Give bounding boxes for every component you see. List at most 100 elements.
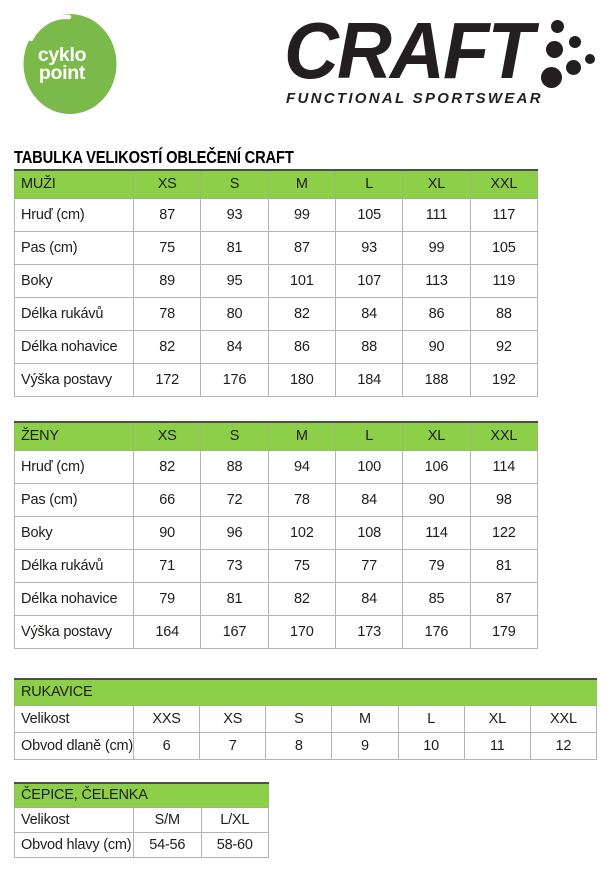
- size-table-men: MUŽI XS S M L XL XXL Hruď (cm) 87 93 99 105 111 117 Pa…: [14, 169, 539, 397]
- logo-highlight-swoosh-icon: [28, 14, 72, 42]
- value-cell: 90: [402, 482, 471, 517]
- value-cell: 180: [267, 362, 336, 397]
- value-cell: 93: [200, 197, 269, 232]
- craft-dot-icon: [569, 36, 581, 48]
- value-cell: 184: [334, 362, 404, 397]
- table-row: Hruď (cm) 87 93 99 105 111 117: [14, 197, 539, 232]
- value-cell: 164: [132, 614, 202, 649]
- row-label: Hruď (cm): [14, 197, 134, 232]
- table-row: Boky 89 95 101 107 113 119: [14, 263, 539, 298]
- table-row: Velikost S/M L/XL: [14, 806, 269, 833]
- value-cell: 82: [267, 296, 336, 331]
- table-row: Velikost XXS XS S M L XL XXL: [14, 704, 598, 733]
- value-cell: 88: [200, 449, 269, 484]
- value-cell: 84: [334, 482, 404, 517]
- value-cell: 86: [267, 329, 336, 364]
- value-cell: 167: [200, 614, 269, 649]
- row-label: Boky: [14, 263, 134, 298]
- value-cell: 119: [469, 263, 539, 298]
- value-cell: 77: [334, 548, 404, 583]
- value-cell: 86: [402, 296, 471, 331]
- craft-dot-icon: [565, 59, 581, 75]
- value-cell: 105: [334, 197, 404, 232]
- value-cell: 100: [334, 449, 404, 484]
- corner-label: MUŽI: [14, 169, 134, 199]
- size-header: XS: [132, 421, 202, 451]
- cyklopoint-logo-icon: cyklo point: [23, 14, 117, 114]
- value-cell: 122: [469, 515, 539, 550]
- row-label: Výška postavy: [14, 614, 134, 649]
- craft-dot-icon: [550, 19, 564, 33]
- table-row: Boky 90 96 102 108 114 122: [14, 515, 539, 550]
- value-cell: 92: [469, 329, 539, 364]
- value-cell: 176: [200, 362, 269, 397]
- value-cell: L/XL: [200, 806, 269, 833]
- row-label: Obvod hlavy (cm): [14, 831, 134, 858]
- value-cell: 84: [334, 296, 404, 331]
- value-cell: 81: [200, 581, 269, 616]
- size-table-women: ŽENY XS S M L XL XXL Hruď (cm) 82 88 94 100 106 114 Pa…: [14, 421, 539, 649]
- value-cell: 12: [529, 731, 598, 760]
- value-cell: 106: [402, 449, 471, 484]
- row-label: Délka rukávů: [14, 548, 134, 583]
- value-cell: 108: [334, 515, 404, 550]
- row-label: Výška postavy: [14, 362, 134, 397]
- value-cell: 82: [267, 581, 336, 616]
- size-header: M: [267, 421, 336, 451]
- value-cell: 113: [402, 263, 471, 298]
- value-cell: 88: [469, 296, 539, 331]
- size-header: L: [334, 421, 404, 451]
- value-cell: XXS: [132, 704, 201, 733]
- value-cell: 117: [469, 197, 539, 232]
- value-cell: 82: [132, 329, 202, 364]
- value-cell: 71: [132, 548, 202, 583]
- value-cell: 10: [397, 731, 465, 760]
- value-cell: 179: [469, 614, 539, 649]
- value-cell: 87: [132, 197, 202, 232]
- value-cell: 78: [267, 482, 336, 517]
- craft-dot-icon: [585, 54, 595, 64]
- row-label: Pas (cm): [14, 482, 134, 517]
- band-label: RUKAVICE: [14, 678, 597, 706]
- craft-wordmark: CRAFT: [284, 6, 534, 95]
- value-cell: 11: [463, 731, 531, 760]
- size-header: XL: [402, 421, 471, 451]
- logo-green-ellipse: [23, 14, 117, 114]
- corner-label: ŽENY: [14, 421, 134, 451]
- value-cell: 81: [200, 230, 269, 265]
- value-cell: S: [265, 704, 333, 733]
- value-cell: 99: [267, 197, 336, 232]
- value-cell: 107: [334, 263, 404, 298]
- craft-tagline: FUNCTIONAL SPORTSWEAR: [286, 90, 543, 107]
- band-row: ČEPICE, ČELENKA: [14, 782, 269, 808]
- size-header: XXL: [469, 169, 539, 199]
- size-header: M: [267, 169, 336, 199]
- table-row: Pas (cm) 75 81 87 93 99 105: [14, 230, 539, 265]
- value-cell: 87: [469, 581, 539, 616]
- band-label: ČEPICE, ČELENKA: [14, 782, 269, 808]
- value-cell: 7: [199, 731, 267, 760]
- value-cell: 78: [132, 296, 202, 331]
- value-cell: 114: [402, 515, 471, 550]
- size-header: S: [200, 421, 269, 451]
- value-cell: M: [331, 704, 399, 733]
- size-header: XS: [132, 169, 202, 199]
- value-cell: 94: [267, 449, 336, 484]
- value-cell: S/M: [133, 806, 202, 833]
- value-cell: 111: [402, 197, 471, 232]
- cyklopoint-logo: cyklo point: [23, 13, 117, 115]
- value-cell: 96: [200, 515, 269, 550]
- value-cell: 84: [334, 581, 404, 616]
- value-cell: 172: [132, 362, 202, 397]
- value-cell: 170: [267, 614, 336, 649]
- page-title: TABULKA VELIKOSTÍ OBLEČENÍ CRAFT: [14, 147, 294, 167]
- value-cell: 114: [469, 449, 539, 484]
- value-cell: 75: [132, 230, 202, 265]
- value-cell: 90: [402, 329, 471, 364]
- value-cell: 176: [402, 614, 471, 649]
- value-cell: 93: [334, 230, 404, 265]
- row-label: Velikost: [14, 806, 134, 833]
- value-cell: 192: [469, 362, 539, 397]
- size-header: S: [200, 169, 269, 199]
